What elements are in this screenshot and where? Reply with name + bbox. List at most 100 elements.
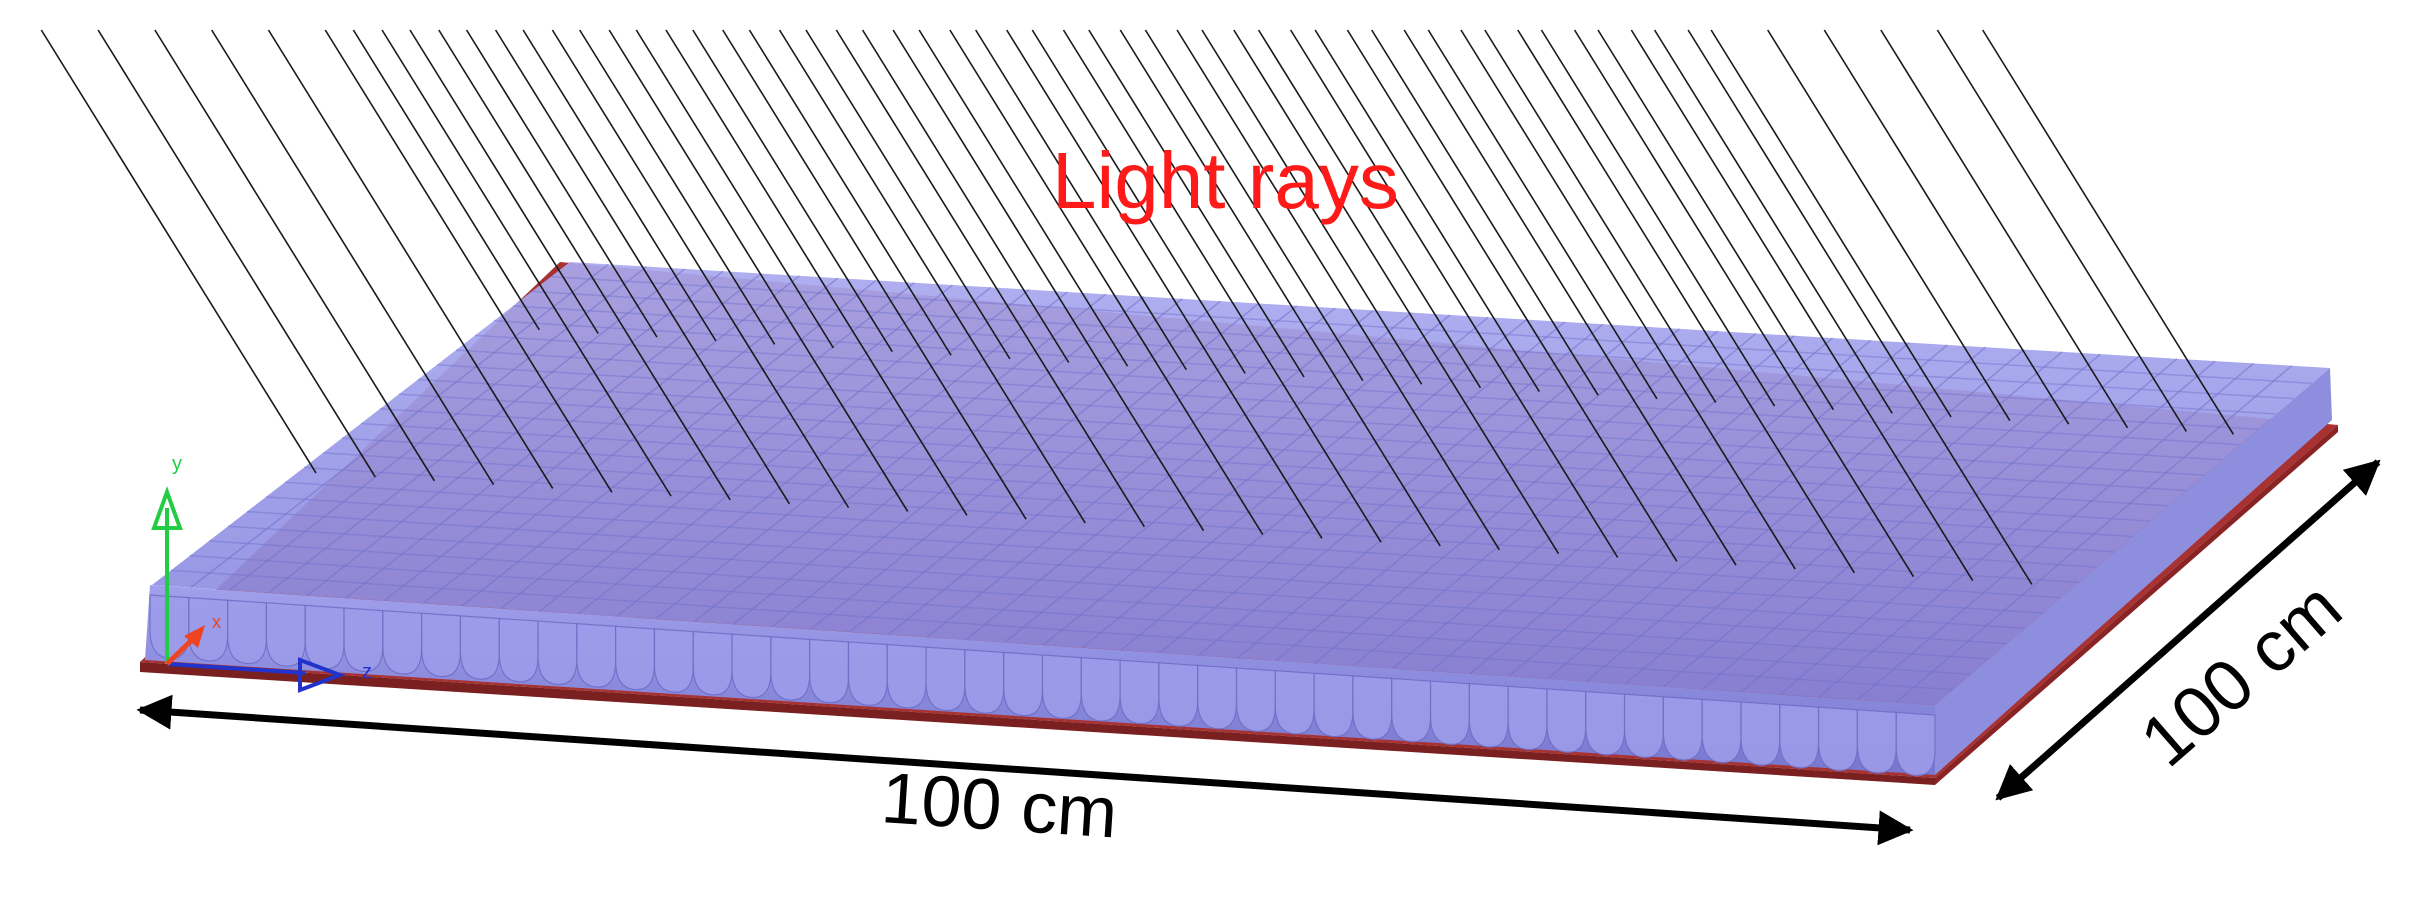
lens-grid-line — [1275, 328, 1681, 662]
lens-grid-line — [577, 286, 992, 615]
lens-grid-line — [384, 275, 801, 602]
lens-grid-line — [303, 466, 2079, 584]
lens-grid-line — [1508, 342, 1910, 677]
lens-dome — [1313, 672, 1354, 738]
depth-dimension-arrow — [1995, 459, 2381, 801]
lens-grid-line — [1314, 330, 1719, 664]
lens-grid-line — [345, 272, 762, 599]
lens-grid-line — [531, 290, 2295, 400]
light-ray — [267, 29, 554, 489]
lens-array-top — [152, 262, 2330, 705]
light-ray — [1144, 29, 1364, 382]
lens-dome — [1856, 709, 1897, 774]
light-ray — [1597, 29, 1835, 411]
light-ray — [1573, 29, 1915, 578]
lens-grid-line — [227, 525, 2007, 645]
lens-dome — [537, 620, 578, 685]
light-ray — [722, 29, 1027, 520]
light-ray — [778, 29, 1086, 524]
lens-dome — [459, 615, 500, 680]
lens-dome — [1740, 701, 1781, 766]
light-ray — [748, 29, 952, 356]
light-ray — [1710, 29, 1952, 418]
light-ray — [892, 29, 1205, 532]
light-ray — [1936, 29, 2187, 432]
light-ray — [1630, 29, 1974, 581]
lens-grid-line — [436, 364, 2205, 476]
lens-dome — [265, 602, 306, 667]
lens-grid-line — [208, 540, 1989, 660]
lens-grid-line — [322, 452, 2097, 568]
lens-dome — [964, 649, 1005, 714]
light-ray — [1062, 29, 1382, 543]
light-ray — [381, 29, 672, 497]
lens-grid-line — [417, 378, 2187, 492]
light-ray — [1427, 29, 1658, 400]
lens-dome — [1468, 683, 1509, 748]
lens-dome — [1119, 659, 1160, 725]
lens-grid-line — [1469, 339, 1872, 675]
light-ray — [1119, 29, 1441, 547]
light-ray — [154, 29, 436, 482]
axis-x-arrow-icon — [184, 625, 205, 648]
lens-dome — [1662, 696, 1703, 761]
lens-grid-line — [512, 305, 2277, 415]
lens-grid-line — [246, 510, 2025, 630]
lens-grid-line — [189, 554, 1971, 676]
light-ray — [805, 29, 1011, 360]
lens-grid-line — [849, 302, 1260, 633]
light-ray — [465, 29, 658, 338]
lens-grid-line — [1779, 358, 2178, 696]
light-ray — [1540, 29, 1776, 407]
lens-grid-line — [1004, 312, 1413, 643]
light-ray — [949, 29, 1264, 535]
lens-dome — [1041, 654, 1082, 719]
light-ray — [1257, 29, 1482, 389]
light-ray — [918, 29, 1129, 367]
light-ray — [522, 29, 717, 342]
lens-dome — [1546, 688, 1587, 753]
lens-dome — [1352, 675, 1393, 740]
lens-grid-line — [1624, 348, 2025, 685]
lens-dome — [770, 636, 811, 701]
lens-grid-line — [422, 277, 839, 604]
lens-grid-line — [265, 496, 2043, 614]
light-ray — [1982, 29, 2235, 435]
light-ray — [665, 29, 968, 516]
lens-grid-line — [1701, 353, 2101, 690]
lens-grid — [170, 263, 2313, 703]
lens-dome — [925, 646, 966, 712]
lens-dome — [615, 625, 656, 691]
lens-dome — [1197, 664, 1238, 730]
lens-grid-line — [474, 334, 2241, 446]
lens-grid-line — [732, 295, 1145, 625]
light-ray — [409, 29, 599, 334]
lens-grid-line — [1391, 335, 1795, 670]
light-ray — [1233, 29, 1560, 555]
lens-grid-line — [1043, 314, 1451, 646]
axis-z-label: z — [362, 661, 372, 683]
lens-grid-line — [694, 293, 1107, 623]
lens-grid-line — [655, 291, 1068, 620]
lens-dome — [421, 612, 462, 678]
lens-grid-line — [306, 270, 724, 597]
depth-dimension-label: 100 cm — [2126, 567, 2357, 782]
lens-dome — [1235, 667, 1276, 732]
light-ray — [1006, 29, 1323, 539]
light-ray — [1460, 29, 1796, 570]
lens-dome — [1391, 677, 1432, 743]
light-ray — [1088, 29, 1305, 378]
light-ray — [1031, 29, 1246, 374]
light-ray — [1880, 29, 2129, 429]
coordinate-axes: y z x — [151, 453, 372, 693]
lens-dome — [1895, 711, 1936, 777]
light-ray — [1201, 29, 1423, 385]
light-ray — [1371, 29, 1599, 396]
lens-grid-line — [379, 408, 2151, 522]
light-ray — [1289, 29, 1619, 558]
lens-dome — [1158, 662, 1199, 727]
lens-grid-line — [887, 305, 1298, 636]
light-rays-label: Light rays — [1052, 136, 1399, 225]
light-ray — [1403, 29, 1737, 566]
